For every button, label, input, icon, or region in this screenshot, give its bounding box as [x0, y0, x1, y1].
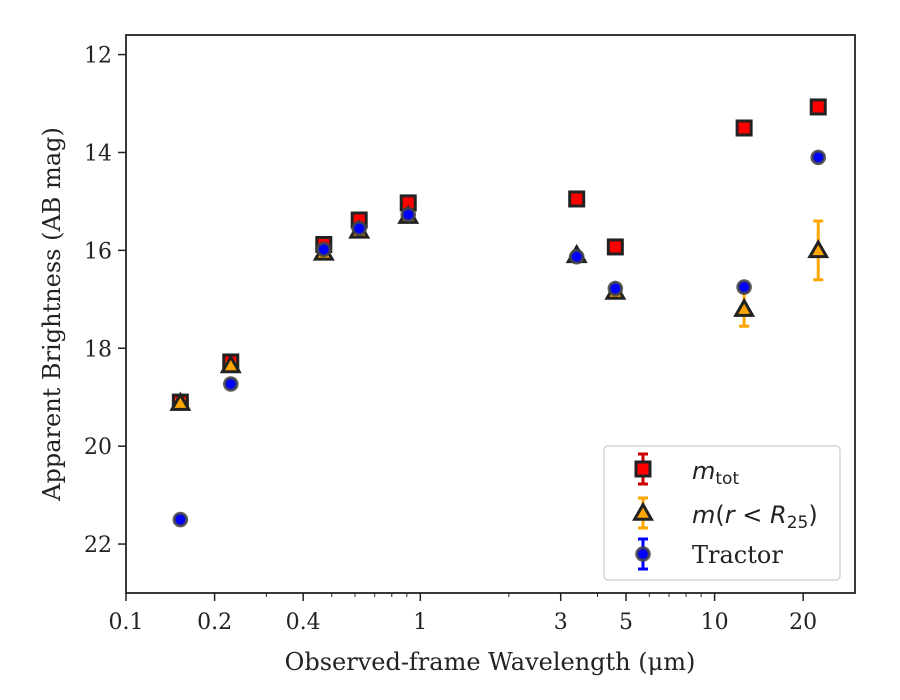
y-tick-label: 12 — [84, 44, 112, 69]
tractor-marker — [736, 279, 752, 295]
mr25-marker — [733, 297, 756, 317]
tractor-point — [351, 220, 367, 237]
x-tick-label: 1 — [413, 610, 427, 635]
mtot-marker — [809, 98, 827, 116]
mtot-point — [735, 119, 753, 137]
mr25-marker — [169, 391, 192, 411]
mr25-point — [807, 238, 830, 259]
tractor-marker — [315, 241, 332, 258]
tractor-marker — [568, 248, 585, 265]
legend-marker-mr25 — [632, 496, 654, 530]
x-tick-label: 10 — [701, 610, 729, 635]
tractor-point — [607, 280, 624, 297]
x-tick-label: 3 — [554, 610, 568, 635]
tractor-marker — [810, 149, 827, 166]
legend-marker-tractor — [635, 537, 651, 571]
x-tick-label: 5 — [619, 610, 633, 635]
tractor-marker — [222, 376, 239, 392]
mr25-point — [733, 297, 756, 317]
axis-ticks: 0.1 0.2 0.4 1 3 5 10 20 12 14 16 18 20 22 — [84, 44, 817, 635]
y-tick-label: 22 — [84, 533, 112, 558]
tractor-marker — [400, 206, 417, 223]
legend-label-mtot: mtot — [692, 457, 739, 489]
tractor-point — [810, 149, 827, 166]
y-axis-label: Apparent Brightness (AB mag) — [38, 127, 66, 502]
y-tick-label: 16 — [84, 239, 112, 264]
legend: mtot m(r < R25) Tractor — [603, 445, 841, 581]
y-tick-label: 14 — [84, 141, 112, 166]
mtot-series — [171, 98, 827, 411]
legend-markers — [632, 452, 654, 571]
mtot-point — [606, 238, 624, 256]
mtot-marker — [568, 190, 586, 208]
x-axis-label: Observed-frame Wavelength (μm) — [285, 648, 696, 676]
tractor-point — [172, 511, 189, 528]
mr25-marker — [807, 238, 830, 259]
x-tick-label: 0.1 — [109, 610, 144, 635]
legend-box — [603, 445, 841, 581]
plot-frame — [125, 34, 856, 594]
tractor-point — [736, 279, 752, 295]
tractor-point — [222, 376, 239, 392]
mtot-marker — [634, 460, 652, 478]
mr25-marker — [219, 353, 242, 374]
tractor-point — [568, 248, 585, 265]
tractor-point — [400, 206, 417, 223]
mr25-marker — [632, 501, 654, 521]
mr25-point — [169, 391, 192, 411]
y-tick-label: 20 — [84, 435, 112, 460]
legend-label-mr25: m(r < R25) — [692, 501, 818, 533]
mr25-series — [169, 204, 830, 411]
tractor-marker — [635, 546, 651, 562]
mtot-point — [809, 98, 827, 116]
tractor-marker — [172, 511, 189, 528]
y-tick-label: 18 — [84, 337, 112, 362]
mr25-point — [219, 353, 242, 374]
tractor-marker — [607, 280, 624, 297]
tractor-marker — [351, 220, 367, 237]
tractor-series — [172, 149, 827, 528]
x-tick-label: 0.4 — [286, 610, 321, 635]
mtot-point — [568, 190, 586, 208]
legend-marker-mtot — [634, 452, 652, 486]
legend-label-tractor: Tractor — [692, 541, 783, 569]
tractor-point — [315, 241, 332, 258]
mtot-marker — [735, 119, 753, 137]
x-tick-label: 0.2 — [197, 610, 232, 635]
mtot-marker — [606, 238, 624, 256]
data-marks — [169, 98, 830, 528]
x-tick-label: 20 — [789, 610, 817, 635]
